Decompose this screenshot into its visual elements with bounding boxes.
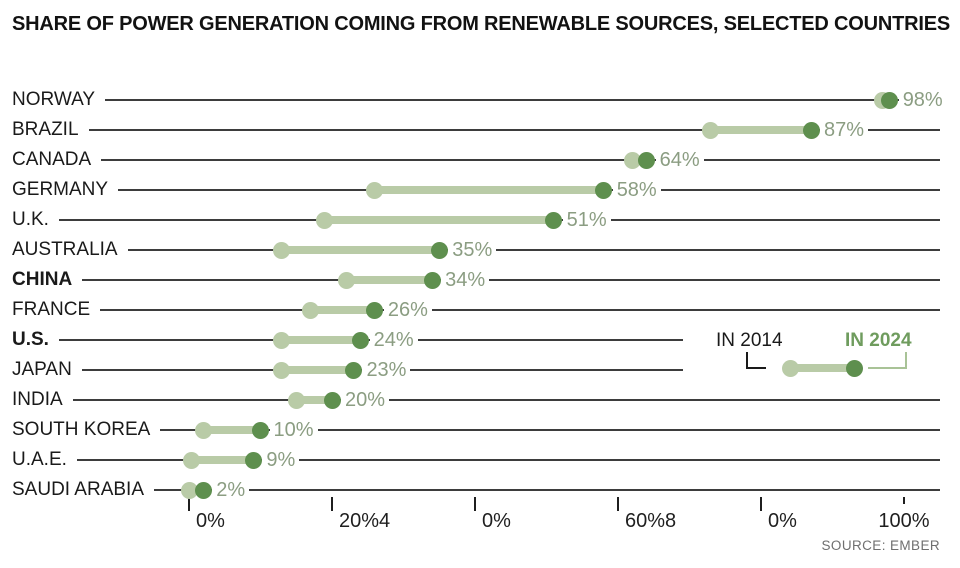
value-label: 98%: [898, 88, 947, 112]
dumbbell-connector: [374, 186, 604, 194]
dot-2024: [194, 481, 212, 499]
row-line: [12, 459, 940, 461]
axis-tick-label: 0%: [196, 510, 225, 532]
dumbbell-connector: [324, 216, 554, 224]
legend-label-2014: IN 2014: [716, 330, 783, 351]
dot-2014: [287, 391, 305, 409]
dot-2014: [316, 211, 334, 229]
dot-2024: [352, 331, 370, 349]
value-label: 58%: [612, 178, 661, 202]
axis-tick-label: 20%4: [339, 510, 391, 532]
country-label: BRAZIL: [12, 118, 89, 142]
dot-2024: [252, 421, 269, 439]
dumbbell-connector: [281, 366, 354, 374]
country-label: GERMANY: [12, 178, 119, 202]
source-credit: SOURCE: EMBER: [821, 538, 940, 553]
country-label: INDIA: [12, 388, 73, 412]
value-label: 9%: [262, 448, 300, 472]
dumbbell-connector: [310, 306, 375, 314]
country-label: SOUTH KOREA: [12, 418, 161, 442]
value-label: 10%: [269, 418, 318, 442]
value-label: 2%: [212, 478, 250, 502]
dot-2014: [337, 271, 355, 289]
row-line: [12, 159, 940, 161]
legend-connector: [790, 364, 855, 372]
dot-2014: [366, 181, 384, 199]
row-line: [12, 99, 940, 101]
legend-2014-dot: [782, 360, 799, 377]
dumbbell-connector: [296, 396, 332, 404]
axis-tick: [474, 497, 476, 511]
value-label: 23%: [362, 358, 411, 382]
value-label: 24%: [369, 328, 418, 352]
dumbbell-connector: [346, 276, 433, 284]
dumbbell-connector: [203, 426, 261, 434]
dot-2014: [623, 151, 641, 169]
country-label: CANADA: [12, 148, 102, 172]
dot-2014: [273, 361, 291, 379]
country-label: AUSTRALIA: [12, 238, 128, 262]
legend-bracket-2014: [746, 352, 766, 369]
dot-2024: [344, 361, 362, 379]
dot-2014: [194, 421, 212, 439]
axis-tick: [617, 497, 619, 511]
dot-2014: [302, 301, 320, 319]
value-label: 64%: [655, 148, 704, 172]
value-label: 87%: [820, 118, 869, 142]
dot-2014: [273, 331, 291, 349]
axis-tick-label: 100%: [878, 510, 930, 532]
dumbbell-connector: [191, 456, 254, 464]
axis-tick-label: 0%: [768, 510, 797, 532]
axis-tick-label: 0%: [482, 510, 511, 532]
country-label: CHINA: [12, 268, 83, 292]
dot-2024: [595, 181, 613, 199]
axis-tick-label: 60%8: [625, 510, 677, 532]
country-label: FRANCE: [12, 298, 101, 322]
dot-2024: [881, 91, 899, 109]
dot-2024: [802, 121, 820, 139]
row-line: [12, 489, 940, 491]
row-line: [12, 309, 940, 311]
country-label: U.S.: [12, 328, 59, 352]
country-label: U.A.E.: [12, 448, 77, 472]
axis-tick: [331, 497, 333, 511]
value-label: 26%: [383, 298, 432, 322]
dot-2014: [702, 121, 720, 139]
dot-2024: [638, 151, 656, 169]
value-label: 34%: [441, 268, 490, 292]
dumbbell-connector: [710, 126, 812, 134]
axis-tick: [188, 497, 190, 511]
dumbbell-connector: [281, 336, 361, 344]
dot-2024: [545, 211, 563, 229]
legend-label-2024: IN 2024: [845, 330, 912, 351]
row-line: [12, 429, 940, 431]
value-label: 35%: [448, 238, 497, 262]
legend-bracket-2024: [868, 352, 907, 369]
country-label: NORWAY: [12, 88, 106, 112]
chart-title: SHARE OF POWER GENERATION COMING FROM RE…: [12, 13, 951, 35]
dumbbell-connector: [281, 246, 440, 254]
dot-2024: [423, 271, 441, 289]
dot-2014: [182, 451, 200, 469]
dot-2024: [430, 241, 448, 259]
dot-2024: [323, 391, 341, 409]
row-line: [12, 129, 940, 131]
country-label: SAUDI ARABIA: [12, 478, 154, 502]
axis-tick: [903, 497, 905, 504]
axis-tick: [760, 497, 762, 511]
dot-2014: [273, 241, 291, 259]
value-label: 20%: [341, 388, 390, 412]
value-label: 51%: [562, 208, 611, 232]
country-label: U.K.: [12, 208, 59, 232]
country-label: JAPAN: [12, 358, 82, 382]
dot-2024: [244, 451, 262, 469]
dot-2014: [180, 481, 198, 499]
row-line: [12, 399, 940, 401]
dot-2024: [366, 301, 384, 319]
legend-2024-dot: [846, 360, 863, 377]
